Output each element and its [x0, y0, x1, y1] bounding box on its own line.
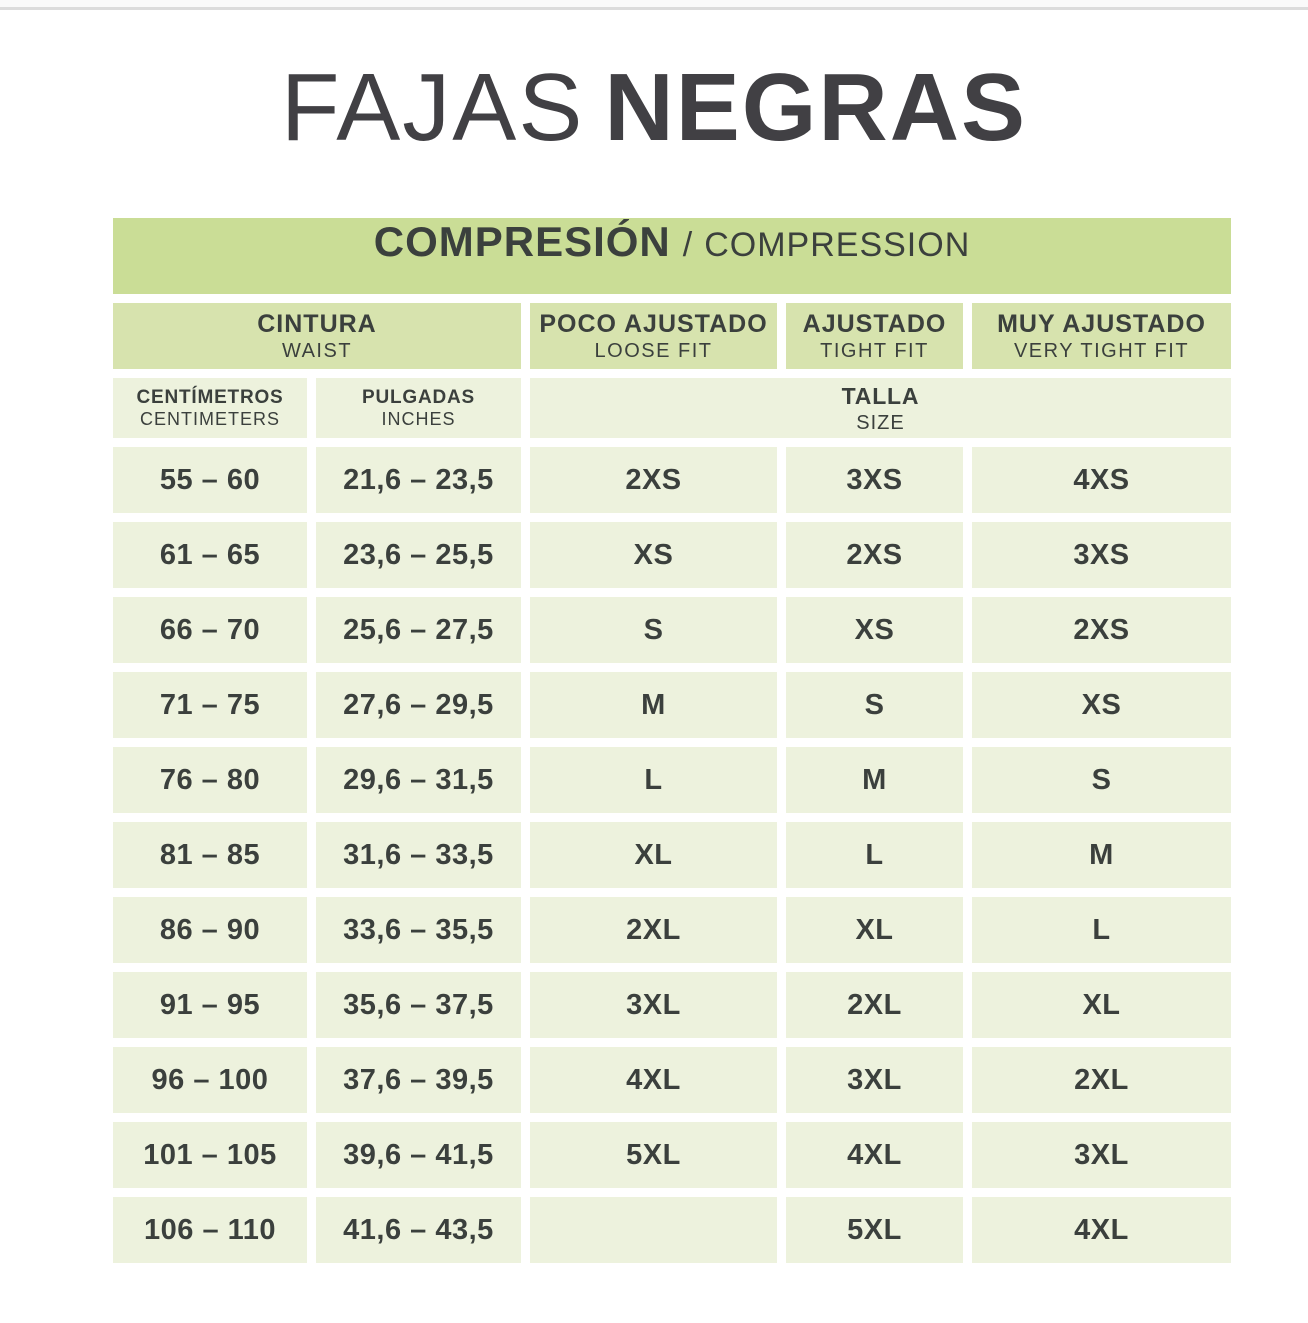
cell-size-tight: 4XL	[786, 1122, 963, 1188]
sub-header-centimeters-es: CENTÍMETROS	[136, 386, 284, 408]
cell-size-tight: S	[786, 672, 963, 738]
cell-size-very-tight: 2XL	[972, 1047, 1231, 1113]
sub-header-centimeters-en: CENTIMETERS	[139, 409, 280, 430]
cell-cm-range: 55 – 60	[113, 447, 307, 513]
cell-inch-range: 33,6 – 35,5	[316, 897, 521, 963]
table-main-header: COMPRESIÓN / COMPRESSION	[113, 218, 1231, 294]
cell-size-loose: XS	[530, 522, 777, 588]
main-header-en: COMPRESSION	[704, 226, 971, 264]
cell-size-tight: XL	[786, 897, 963, 963]
sub-header-centimeters: CENTÍMETROS CENTIMETERS	[113, 378, 307, 438]
cell-inch-range: 23,6 – 25,5	[316, 522, 521, 588]
cell-size-very-tight: 3XS	[972, 522, 1231, 588]
cell-size-loose: S	[530, 597, 777, 663]
cell-cm-range: 86 – 90	[113, 897, 307, 963]
top-divider-line	[0, 0, 1308, 10]
cell-size-very-tight: XL	[972, 972, 1231, 1038]
cell-size-tight: 2XL	[786, 972, 963, 1038]
cell-cm-range: 71 – 75	[113, 672, 307, 738]
page: FAJAS NEGRAS COMPRESIÓN / COMPRESSION CIN…	[0, 0, 1308, 1263]
cell-inch-range: 35,6 – 37,5	[316, 972, 521, 1038]
title-word-negras: NEGRAS	[604, 54, 1028, 161]
cell-inch-range: 37,6 – 39,5	[316, 1047, 521, 1113]
col-header-tight-fit-es: AJUSTADO	[802, 309, 947, 338]
cell-cm-range: 91 – 95	[113, 972, 307, 1038]
col-header-very-tight-fit: MUY AJUSTADO VERY TIGHT FIT	[972, 303, 1231, 369]
cell-size-very-tight: 2XS	[972, 597, 1231, 663]
cell-size-tight: 5XL	[786, 1197, 963, 1263]
col-header-very-tight-fit-es: MUY AJUSTADO	[997, 309, 1206, 338]
size-chart-table: COMPRESIÓN / COMPRESSION CINTURA WAIST P…	[113, 218, 1231, 1263]
cell-size-tight: 3XL	[786, 1047, 963, 1113]
sub-header-inches-es: PULGADAS	[361, 386, 475, 408]
cell-size-loose-empty	[530, 1197, 777, 1263]
cell-inch-range: 27,6 – 29,5	[316, 672, 521, 738]
cell-size-very-tight: 4XL	[972, 1197, 1231, 1263]
cell-cm-range: 61 – 65	[113, 522, 307, 588]
cell-inch-range: 39,6 – 41,5	[316, 1122, 521, 1188]
col-header-very-tight-fit-en: VERY TIGHT FIT	[1013, 340, 1190, 363]
sub-header-size: TALLA SIZE	[530, 378, 1231, 438]
cell-size-loose: L	[530, 747, 777, 813]
cell-size-very-tight: M	[972, 822, 1231, 888]
cell-size-loose: 3XL	[530, 972, 777, 1038]
cell-cm-range: 101 – 105	[113, 1122, 307, 1188]
cell-size-tight: 3XS	[786, 447, 963, 513]
sub-header-size-en: SIZE	[856, 411, 905, 434]
main-header-es: COMPRESIÓN	[373, 218, 671, 265]
cell-size-tight: L	[786, 822, 963, 888]
cell-inch-range: 25,6 – 27,5	[316, 597, 521, 663]
cell-size-tight: XS	[786, 597, 963, 663]
col-header-loose-fit-es: POCO AJUSTADO	[539, 309, 768, 338]
sub-header-inches-en: INCHES	[381, 409, 456, 430]
main-header-divider: /	[682, 226, 693, 264]
cell-cm-range: 66 – 70	[113, 597, 307, 663]
cell-cm-range: 96 – 100	[113, 1047, 307, 1113]
cell-inch-range: 21,6 – 23,5	[316, 447, 521, 513]
sub-header-size-es: TALLA	[841, 383, 920, 410]
page-title: FAJAS NEGRAS	[0, 10, 1308, 156]
cell-inch-range: 41,6 – 43,5	[316, 1197, 521, 1263]
cell-cm-range: 76 – 80	[113, 747, 307, 813]
cell-size-very-tight: 4XS	[972, 447, 1231, 513]
sub-header-inches: PULGADAS INCHES	[316, 378, 521, 438]
col-header-waist: CINTURA WAIST	[113, 303, 521, 369]
col-header-waist-en: WAIST	[281, 340, 353, 363]
cell-size-loose: XL	[530, 822, 777, 888]
cell-size-loose: M	[530, 672, 777, 738]
cell-cm-range: 106 – 110	[113, 1197, 307, 1263]
cell-size-tight: 2XS	[786, 522, 963, 588]
cell-size-loose: 2XS	[530, 447, 777, 513]
cell-inch-range: 31,6 – 33,5	[316, 822, 521, 888]
cell-size-tight: M	[786, 747, 963, 813]
cell-size-very-tight: 3XL	[972, 1122, 1231, 1188]
cell-size-very-tight: S	[972, 747, 1231, 813]
col-header-loose-fit: POCO AJUSTADO LOOSE FIT	[530, 303, 777, 369]
title-word-fajas: FAJAS	[280, 54, 585, 161]
col-header-waist-es: CINTURA	[257, 309, 377, 338]
cell-size-loose: 4XL	[530, 1047, 777, 1113]
col-header-loose-fit-en: LOOSE FIT	[594, 340, 713, 363]
col-header-tight-fit-en: TIGHT FIT	[820, 340, 929, 363]
cell-size-very-tight: XS	[972, 672, 1231, 738]
cell-size-loose: 2XL	[530, 897, 777, 963]
cell-cm-range: 81 – 85	[113, 822, 307, 888]
col-header-tight-fit: AJUSTADO TIGHT FIT	[786, 303, 963, 369]
cell-inch-range: 29,6 – 31,5	[316, 747, 521, 813]
cell-size-loose: 5XL	[530, 1122, 777, 1188]
cell-size-very-tight: L	[972, 897, 1231, 963]
